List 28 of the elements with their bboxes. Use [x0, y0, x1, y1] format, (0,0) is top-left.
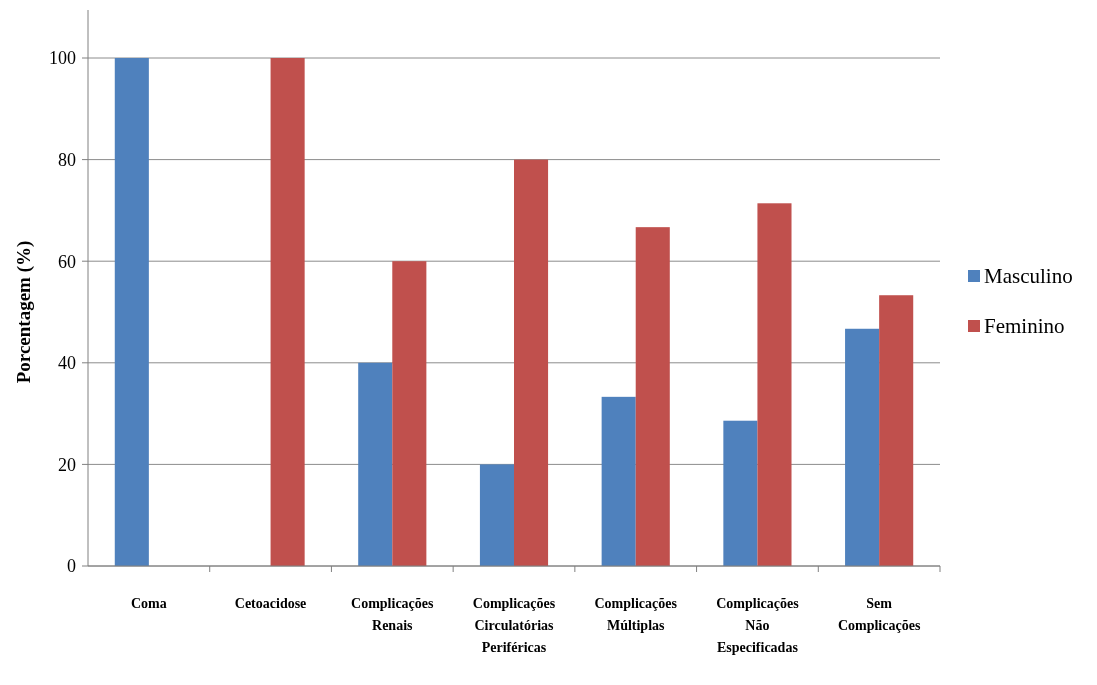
x-tick-label: Sem Complicações — [837, 596, 921, 633]
bar — [392, 261, 427, 566]
x-tick-label: Complicações Renais — [351, 596, 435, 633]
bar — [270, 58, 305, 566]
legend-label: Masculino — [984, 264, 1073, 289]
y-tick-label: 100 — [49, 48, 76, 69]
y-tick-label: 80 — [58, 149, 76, 170]
x-tick-label: Cetoacidose — [234, 596, 307, 611]
bar — [114, 58, 149, 566]
bar — [879, 295, 914, 566]
y-tick-label: 0 — [67, 556, 76, 577]
y-axis-title: Porcentagem (%) — [13, 240, 35, 384]
legend-label: Feminino — [984, 314, 1065, 339]
bar — [635, 227, 670, 566]
x-tick-label: Complicações Não Especificadas — [716, 596, 800, 655]
y-tick-label: 40 — [58, 353, 76, 374]
bar — [601, 396, 636, 566]
x-tick-label: Coma — [130, 596, 167, 611]
bar — [757, 203, 792, 566]
bar — [723, 420, 758, 566]
bar — [358, 362, 393, 566]
y-tick-label: 20 — [58, 454, 76, 475]
bar — [479, 464, 514, 566]
x-tick-label: Complicações Múltiplas — [594, 596, 678, 633]
x-tick-label: Complicações Circulatórias Periféricas — [472, 596, 556, 655]
bar — [514, 159, 549, 566]
bar — [845, 328, 880, 566]
y-tick-label: 60 — [58, 251, 76, 272]
